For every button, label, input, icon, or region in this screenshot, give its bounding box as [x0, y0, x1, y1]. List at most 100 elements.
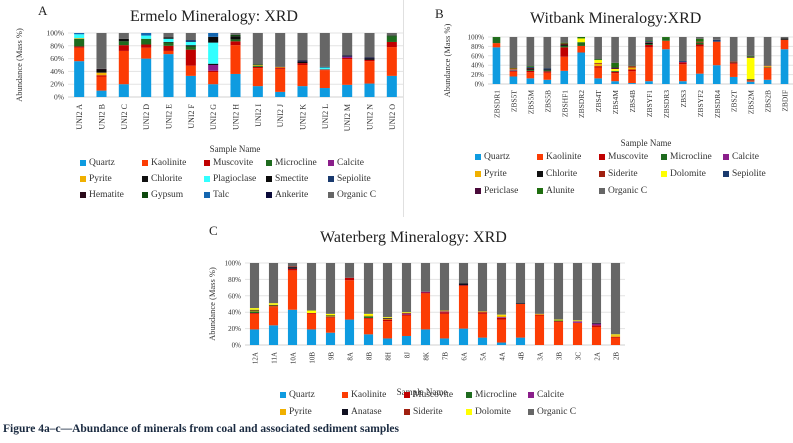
legend-item: Muscovite	[599, 152, 648, 162]
bar-segment-quartz	[458, 328, 469, 345]
bar-segment-quartz	[401, 335, 412, 345]
bar-segment-anatase	[268, 304, 279, 306]
bar-segment-kaolinite	[572, 322, 583, 345]
x-tick-label: ZBDIF	[781, 90, 790, 112]
bar-segment-dolomite	[553, 319, 564, 321]
bar-segment-chlorite	[163, 41, 174, 43]
bar-segment-chlorite	[526, 68, 535, 70]
x-tick-label: UNI2 L	[321, 104, 330, 129]
chart-title-c: Waterberg Mineralogy: XRD	[320, 229, 507, 246]
legend-swatch	[723, 153, 729, 160]
bar-segment-muscovite	[268, 306, 279, 308]
x-tick-label: ZBSYF2	[696, 90, 705, 117]
bar-segment-muscovite	[611, 71, 619, 74]
bar-segment-muscovite	[342, 57, 353, 60]
legend-item: Muscovite	[404, 390, 453, 400]
bar-segment-quartz	[344, 319, 355, 345]
bar-segment-organic-c	[230, 33, 241, 35]
bar-segment-organic-c	[249, 263, 260, 309]
legend-label: Quartz	[89, 158, 115, 168]
bar-segment-siderite	[628, 66, 636, 68]
bar-segment-pyrite	[610, 335, 621, 337]
chart-b: 0% 20%40% 60%80%100% Abundance (Mass %) Samp…	[442, 24, 793, 148]
legend-swatch	[80, 159, 86, 166]
legend-swatch	[328, 175, 334, 182]
bar-segment-kaolinite	[746, 80, 755, 82]
bar-segment-calcite	[342, 56, 353, 58]
bar-segment-kaolinite	[534, 315, 545, 345]
bar-segment-muscovite	[560, 47, 569, 57]
bar-segment-quartz	[382, 338, 393, 345]
x-tick-label: 8A	[347, 352, 355, 361]
bar-segment-organic-c	[679, 37, 687, 61]
bar-segment-muscovite	[591, 325, 602, 327]
bar-segment-plagioclase	[74, 34, 85, 39]
legend-item: Anatase	[342, 407, 382, 417]
legend-swatch	[599, 153, 605, 160]
legend-swatch	[266, 159, 272, 166]
x-tick-label: 3B	[556, 352, 564, 361]
bar-segment-kaolinite	[543, 72, 552, 80]
bar-segment-organic-c	[553, 263, 564, 320]
bar-segment-muscovite	[252, 66, 263, 69]
x-tick-label: UNI2 N	[366, 104, 375, 130]
y-tick-label: 0%	[54, 93, 64, 102]
legend-swatch	[342, 391, 348, 398]
bar-segment-organic-c	[509, 37, 518, 69]
bar-segment-dolomite	[325, 313, 336, 316]
bar-segment-organic-c	[185, 33, 196, 41]
y-tick-label: 0%	[232, 342, 242, 350]
bar-segment-dolomite	[746, 57, 755, 80]
bar-segment-kaolinite	[185, 65, 196, 76]
legend-item: Microcline	[661, 152, 712, 162]
bar-segment-quartz	[325, 332, 336, 345]
bar-segment-organic-c	[729, 37, 738, 62]
bar-segment-kaolinite	[553, 322, 564, 345]
bar-segment-microcline	[230, 39, 241, 42]
legend-item: Pyrite	[475, 169, 507, 179]
bar-segment-muscovite	[344, 277, 355, 281]
legend-swatch	[537, 170, 543, 177]
legend-swatch	[475, 153, 481, 160]
bar-segment-muscovite	[287, 268, 298, 271]
bar-segment-muscovite	[364, 59, 375, 62]
bar-segment-muscovite	[729, 62, 738, 64]
bar-segment-chlorite	[560, 44, 569, 46]
legend-label: Microcline	[475, 390, 517, 400]
legend-label: Pyrite	[289, 407, 312, 417]
bar-segment-kaolinite	[526, 72, 535, 79]
bar-segment-quartz	[695, 73, 704, 84]
bar-segment-muscovite	[96, 75, 107, 77]
bar-segment-calcite	[420, 291, 431, 293]
legend-label: Quartz	[484, 152, 510, 162]
bar-segment-muscovite	[534, 314, 545, 316]
y-tick-label: 60%	[50, 54, 64, 63]
bar-segment-sepiolite	[319, 66, 330, 68]
legend-label: Talc	[213, 190, 230, 200]
figure-caption: Figure 4a–c—Abundance of minerals from c…	[3, 423, 399, 435]
bar-segment-pyrite	[96, 72, 107, 76]
bar-segment-organic-c	[275, 33, 286, 67]
bar-segment-pyrite	[382, 318, 393, 320]
bar-segment-microcline	[492, 37, 501, 44]
bar-segment-sepiolite	[679, 60, 687, 62]
bar-segment-muscovite	[458, 285, 469, 286]
legend-item: Kaolinite	[537, 152, 581, 162]
chart-c: 0% 20% 40% 60% 80% 100% Abundance (Mass %) Samp…	[207, 260, 625, 397]
bar-segment-kaolinite	[249, 313, 260, 330]
panel-label-a: A	[38, 3, 48, 18]
x-tick-label: 8H	[385, 352, 393, 361]
bar-segment-kaolinite	[645, 47, 653, 82]
x-tick-label: ZBS2B	[764, 90, 773, 113]
x-tick-label: UNI2 K	[299, 104, 308, 130]
x-tick-label: ZBS4B	[628, 90, 637, 113]
x-tick-label: UNI2 F	[187, 103, 196, 128]
x-tick-label: 12A	[252, 352, 260, 364]
legend-swatch	[475, 187, 481, 194]
bar-segment-quartz	[386, 75, 397, 97]
x-tick-label: 4A	[499, 352, 507, 361]
legend-label: Organic C	[537, 407, 577, 417]
bar-segment-microcline	[543, 70, 552, 72]
bar-segment-organic-c	[543, 37, 552, 69]
bar-segment-quartz	[208, 84, 219, 97]
